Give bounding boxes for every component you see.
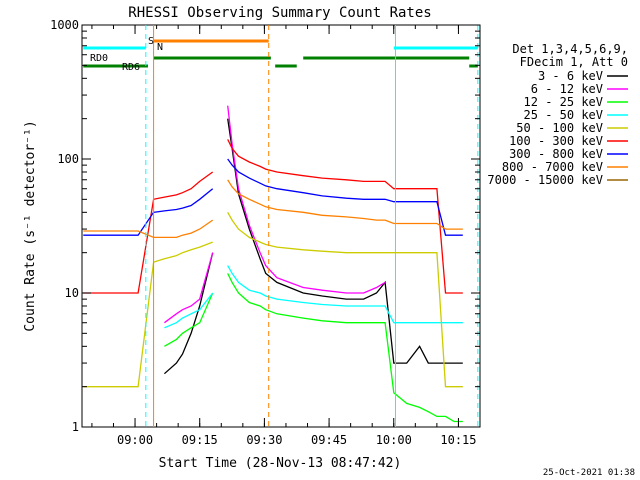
x-tick-label: 09:30 [246, 433, 282, 447]
y-axis: 1 10 100 1000 [50, 18, 480, 434]
y-tick-label: 10 [65, 286, 79, 300]
series-line [227, 273, 463, 423]
legend-entry-label: 7000 - 15000 keV [487, 173, 603, 187]
series-line [227, 139, 463, 294]
x-tick-label: 09:00 [117, 433, 153, 447]
legend-entry-label: 3 - 6 keV [538, 69, 603, 83]
x-tick-label: 10:00 [376, 433, 412, 447]
legend-entry-label: 6 - 12 keV [531, 82, 603, 96]
flag-layer: RD0 RD6 SN [83, 25, 479, 427]
x-axis-label: Start Time (28-Nov-13 08:47:42) [159, 456, 402, 471]
x-tick-label: 09:15 [182, 433, 218, 447]
flag-label: S [148, 36, 154, 47]
flag-label: RD0 [90, 53, 108, 64]
series-line [227, 211, 463, 388]
legend-header-line-1: Det 1,3,4,5,6,9, [512, 42, 628, 56]
y-tick-label: 100 [57, 152, 79, 166]
y-axis-label: Count Rate (s⁻¹ detector⁻¹) [23, 120, 38, 331]
legend-entry-label: 800 - 7000 keV [502, 160, 603, 174]
series-line [83, 171, 214, 294]
plot-frame [81, 24, 481, 428]
flag-label: N [157, 42, 163, 53]
legend-entry-label: 12 - 25 keV [524, 95, 603, 109]
y-tick-label: 1 [72, 420, 79, 434]
series-line [227, 158, 463, 236]
legend-header-line-2: FDecim 1, Att 0 [520, 55, 628, 69]
legend-entry-label: 50 - 100 keV [516, 121, 603, 135]
series-line [227, 265, 463, 324]
chart-title: RHESSI Observing Summary Count Rates [128, 5, 431, 21]
series-line [83, 219, 214, 239]
x-axis: 09:00 09:15 09:30 09:45 10:00 10:15 [91, 25, 477, 447]
series-line [227, 179, 463, 230]
series-layer [83, 105, 463, 423]
series-line [164, 292, 214, 329]
x-tick-label: 10:15 [440, 433, 476, 447]
series-line [83, 188, 214, 236]
series-line [164, 292, 214, 347]
series-line [163, 252, 214, 375]
flag-label: RD6 [122, 62, 140, 73]
legend-entry-label: 100 - 300 keV [509, 134, 603, 148]
legend: Det 1,3,4,5,6,9, FDecim 1, Att 0 3 - 6 k… [487, 42, 628, 187]
x-tick-label: 09:45 [311, 433, 347, 447]
footer-timestamp: 25-Oct-2021 01:38 [543, 468, 635, 478]
legend-entry-label: 300 - 800 keV [509, 147, 603, 161]
series-line [83, 241, 213, 388]
series-line [227, 105, 386, 294]
legend-entry-label: 25 - 50 keV [524, 108, 603, 122]
y-tick-label: 1000 [50, 18, 79, 32]
series-line [164, 252, 214, 324]
